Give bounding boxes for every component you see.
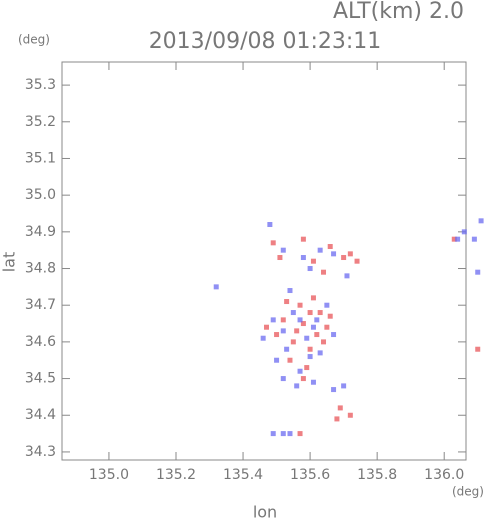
echo-point: [307, 266, 313, 272]
y-tick-label: 35.0: [25, 187, 56, 203]
echo-point: [304, 365, 310, 371]
x-tick-label: 135.6: [290, 467, 330, 483]
echo-point: [280, 431, 286, 437]
y-unit: (deg): [18, 33, 50, 47]
echo-point: [304, 335, 310, 341]
echo-point: [344, 273, 350, 279]
echo-point: [274, 357, 280, 363]
y-tick-label: 34.8: [25, 261, 56, 277]
echo-point: [280, 247, 286, 253]
echo-point: [287, 431, 293, 437]
echo-point: [300, 376, 306, 382]
echo-point: [280, 328, 286, 334]
echo-point: [327, 244, 333, 250]
x-unit: (deg): [452, 485, 484, 499]
echo-point: [300, 236, 306, 242]
echo-point: [297, 431, 303, 437]
echo-point: [300, 255, 306, 261]
echo-point: [300, 321, 306, 327]
echo-point: [297, 302, 303, 308]
echo-point: [321, 339, 327, 345]
echo-point: [267, 222, 273, 228]
echo-point: [284, 346, 290, 352]
echo-point: [284, 299, 290, 305]
echo-point: [310, 379, 316, 385]
echo-point: [280, 317, 286, 323]
echo-point: [310, 258, 316, 264]
echo-point: [337, 405, 343, 411]
echo-point: [331, 332, 337, 338]
echo-point: [287, 288, 293, 294]
y-tick-label: 34.7: [25, 297, 56, 313]
y-tick-label: 34.6: [25, 334, 56, 350]
echo-point: [294, 383, 300, 389]
echo-point: [347, 251, 353, 257]
echo-point: [471, 236, 477, 242]
echo-point: [290, 339, 296, 345]
y-tick-label: 35.3: [25, 77, 56, 93]
echo-point: [310, 324, 316, 330]
echo-point: [321, 269, 327, 275]
echo-point: [461, 229, 467, 235]
echo-point: [327, 313, 333, 319]
echo-point: [307, 354, 313, 360]
chart-title: 2013/09/08 01:23:11: [149, 29, 382, 54]
echo-point: [341, 255, 347, 261]
echo-point: [297, 317, 303, 323]
echo-point: [280, 376, 286, 382]
echo-point: [290, 310, 296, 316]
echo-point: [475, 346, 481, 352]
echo-point: [294, 328, 300, 334]
echo-point: [270, 431, 276, 437]
echo-point: [354, 258, 360, 264]
echo-point: [287, 357, 293, 363]
echo-point: [347, 412, 353, 418]
echo-point: [213, 284, 219, 290]
x-axis-label: lon: [253, 503, 277, 521]
y-tick-label: 34.5: [25, 371, 56, 387]
echo-point: [314, 332, 320, 338]
echo-point: [324, 302, 330, 308]
echo-point: [260, 335, 266, 341]
echo-point: [270, 240, 276, 246]
plot-frame: [61, 61, 467, 461]
echo-point: [334, 416, 340, 422]
echo-point: [341, 383, 347, 389]
x-tick-label: 136.0: [424, 467, 464, 483]
x-tick-label: 135.4: [223, 467, 263, 483]
echo-point: [317, 310, 323, 316]
echo-point: [451, 236, 457, 242]
echo-point: [310, 295, 316, 301]
echo-point: [264, 324, 270, 330]
x-tick-label: 135.0: [89, 467, 129, 483]
y-axis-label: lat: [0, 252, 19, 273]
echo-point: [274, 332, 280, 338]
echo-point: [324, 324, 330, 330]
echo-point: [270, 317, 276, 323]
echo-point: [317, 350, 323, 356]
echo-point: [331, 251, 337, 257]
echo-point: [307, 346, 313, 352]
y-tick-label: 35.2: [25, 114, 56, 130]
echo-point: [455, 236, 461, 242]
echo-point: [314, 317, 320, 323]
echo-point: [478, 218, 484, 224]
x-tick-label: 135.8: [357, 467, 397, 483]
y-tick-label: 35.1: [25, 150, 56, 166]
altitude: ALT(km) 2.0: [333, 0, 464, 24]
echo-point: [277, 255, 283, 261]
echo-point: [317, 247, 323, 253]
echo-point: [331, 387, 337, 393]
x-tick-label: 135.2: [156, 467, 196, 483]
y-tick-label: 34.4: [25, 407, 56, 423]
echo-point: [475, 269, 481, 275]
y-tick-label: 34.3: [25, 444, 56, 460]
echo-point: [307, 310, 313, 316]
echo-point: [297, 368, 303, 374]
y-tick-label: 34.9: [25, 224, 56, 240]
